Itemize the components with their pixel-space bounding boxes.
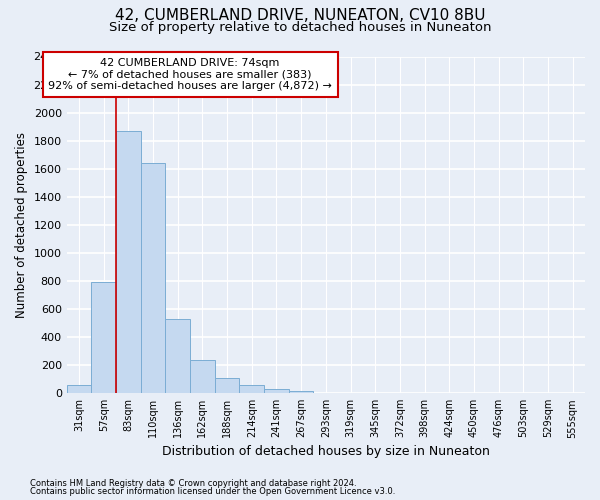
Bar — [141, 163, 166, 393]
Bar — [91, 282, 116, 393]
Bar — [116, 131, 141, 393]
Text: Size of property relative to detached houses in Nuneaton: Size of property relative to detached ho… — [109, 22, 491, 35]
Bar — [190, 360, 215, 393]
Text: 42, CUMBERLAND DRIVE, NUNEATON, CV10 8BU: 42, CUMBERLAND DRIVE, NUNEATON, CV10 8BU — [115, 8, 485, 22]
Text: Contains public sector information licensed under the Open Government Licence v3: Contains public sector information licen… — [30, 487, 395, 496]
Bar — [239, 385, 264, 393]
Bar — [215, 378, 239, 393]
Text: Contains HM Land Registry data © Crown copyright and database right 2024.: Contains HM Land Registry data © Crown c… — [30, 478, 356, 488]
Bar — [67, 386, 91, 393]
Text: 42 CUMBERLAND DRIVE: 74sqm
← 7% of detached houses are smaller (383)
92% of semi: 42 CUMBERLAND DRIVE: 74sqm ← 7% of detac… — [48, 58, 332, 91]
Bar — [289, 390, 313, 393]
X-axis label: Distribution of detached houses by size in Nuneaton: Distribution of detached houses by size … — [162, 444, 490, 458]
Bar — [264, 388, 289, 393]
Y-axis label: Number of detached properties: Number of detached properties — [15, 132, 28, 318]
Bar — [166, 319, 190, 393]
